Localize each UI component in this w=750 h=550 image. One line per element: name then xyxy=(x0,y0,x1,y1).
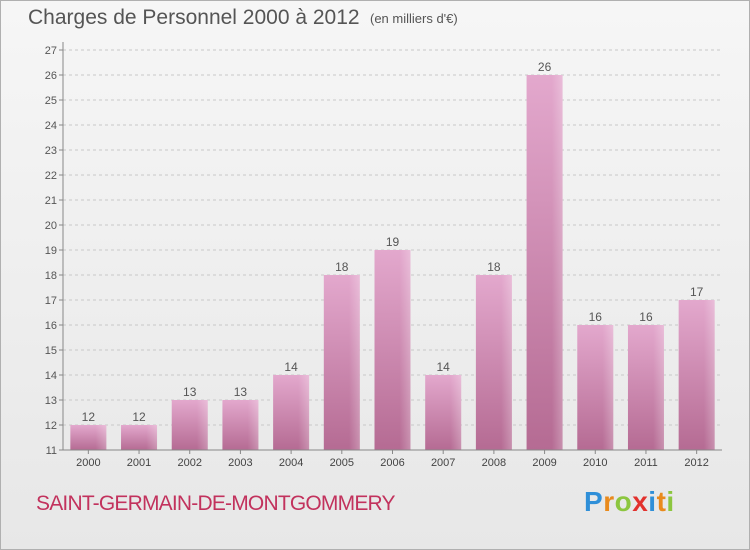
x-tick-label: 2000 xyxy=(76,457,100,469)
logo-letter: i xyxy=(648,486,657,517)
bar-highlight xyxy=(678,300,715,450)
x-tick-label: 2012 xyxy=(684,457,708,469)
x-tick-label: 2005 xyxy=(330,457,354,469)
data-label: 17 xyxy=(690,285,704,299)
y-tick-label: 22 xyxy=(45,170,57,182)
data-label: 18 xyxy=(335,260,349,274)
x-tick-label: 2010 xyxy=(583,457,607,469)
y-tick-label: 11 xyxy=(46,445,57,457)
logo-letter: P xyxy=(584,486,604,517)
bar-highlight xyxy=(121,425,158,450)
y-tick-label: 14 xyxy=(45,370,57,382)
data-label: 12 xyxy=(82,410,96,424)
chart-title: Charges de Personnel 2000 à 2012 xyxy=(28,6,360,29)
bar-highlight xyxy=(526,75,563,450)
y-tick-label: 21 xyxy=(45,195,57,207)
y-tick-label: 20 xyxy=(45,220,57,232)
commune-name: SAINT-GERMAIN-DE-MONTGOMMERY xyxy=(36,492,396,515)
bar-highlight xyxy=(577,325,614,450)
y-tick-label: 15 xyxy=(45,345,57,357)
x-tick-label: 2008 xyxy=(482,457,506,469)
proxiti-logo[interactable]: Proxiti xyxy=(584,486,675,518)
y-tick-label: 24 xyxy=(45,120,57,132)
x-tick-label: 2003 xyxy=(228,457,252,469)
y-tick-label: 27 xyxy=(45,45,57,57)
bar-highlight xyxy=(70,425,107,450)
y-tick-label: 26 xyxy=(45,70,57,82)
bar-highlight xyxy=(171,400,208,450)
data-label: 18 xyxy=(487,260,501,274)
x-tick-label: 2004 xyxy=(279,457,303,469)
y-tick-label: 16 xyxy=(45,320,57,332)
data-label: 16 xyxy=(589,310,603,324)
axes: 11 12 13 14 15 16 17 18 19 20 21 22 23 24 25 26 27 2000 20… xyxy=(45,42,722,469)
x-tick-label: 2009 xyxy=(532,457,556,469)
y-tick-label: 18 xyxy=(45,270,57,282)
logo-letter: o xyxy=(614,486,633,517)
bar-highlight xyxy=(475,275,512,450)
data-label: 19 xyxy=(386,235,400,249)
data-label: 12 xyxy=(132,410,146,424)
data-label: 14 xyxy=(284,360,298,374)
bar-highlight xyxy=(323,275,360,450)
x-tick-label: 2007 xyxy=(431,457,455,469)
y-tick-label: 25 xyxy=(45,95,57,107)
logo-letter: x xyxy=(632,486,649,517)
bar-highlight xyxy=(222,400,259,450)
logo-letter: r xyxy=(603,486,615,517)
bars: 12 12 13 13 14 18 19 14 18 26 16 16 17 xyxy=(70,60,715,450)
bar-highlight xyxy=(374,250,411,450)
y-tick-label: 23 xyxy=(45,145,57,157)
data-label: 14 xyxy=(437,360,451,374)
bar-highlight xyxy=(627,325,664,450)
data-label: 26 xyxy=(538,60,552,74)
y-tick-label: 17 xyxy=(45,295,57,307)
y-tick-label: 13 xyxy=(45,395,57,407)
y-tick-label: 12 xyxy=(45,420,57,432)
bar-highlight xyxy=(425,375,462,450)
logo-letter: t xyxy=(656,486,667,517)
bar-highlight xyxy=(273,375,310,450)
x-tick-label: 2001 xyxy=(127,457,151,469)
logo-letter: i xyxy=(666,486,675,517)
x-tick-label: 2011 xyxy=(634,457,658,469)
x-tick-label: 2006 xyxy=(380,457,404,469)
y-tick-label: 19 xyxy=(45,245,57,257)
data-label: 13 xyxy=(183,385,197,399)
x-tick-label: 2002 xyxy=(177,457,201,469)
data-label: 16 xyxy=(639,310,653,324)
data-label: 13 xyxy=(234,385,248,399)
chart-subtitle: (en milliers d'€) xyxy=(370,11,458,26)
